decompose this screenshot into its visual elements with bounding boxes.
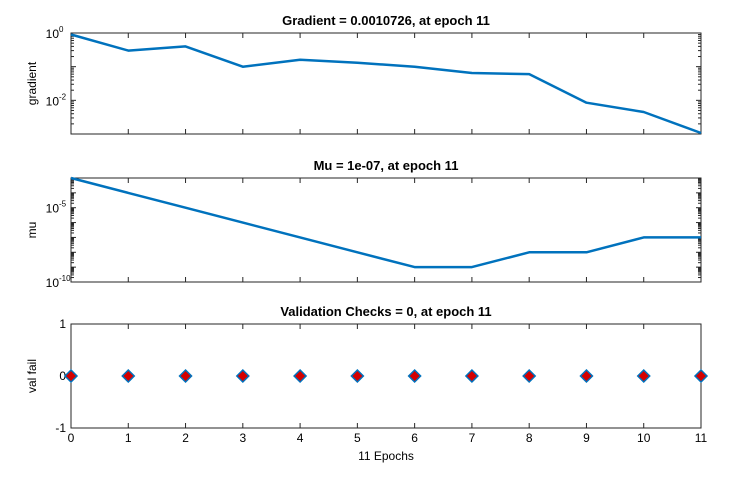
x-axis-label: 11 Epochs <box>358 449 414 463</box>
data-point-marker <box>235 368 250 384</box>
y-tick-exponent: -2 <box>59 92 67 101</box>
data-point-marker <box>178 368 193 384</box>
data-point-marker <box>636 368 651 384</box>
panel-title: Validation Checks = 0, at epoch 11 <box>280 304 491 319</box>
x-tick-label: 9 <box>583 431 590 445</box>
y-axis-label: gradient <box>25 61 39 105</box>
x-tick-label: 0 <box>68 431 75 445</box>
x-tick-label: 3 <box>239 431 246 445</box>
y-axis-label: val fail <box>25 359 39 393</box>
y-tick-label: -1 <box>55 421 66 435</box>
series-line <box>70 33 702 135</box>
series-line <box>70 176 701 269</box>
plot-area-2 <box>70 177 702 283</box>
data-point-marker <box>464 368 479 384</box>
y-tick-label: 10 <box>46 94 60 108</box>
x-tick-label: 8 <box>526 431 533 445</box>
y-tick-exponent: 0 <box>59 25 64 34</box>
x-tick-label: 1 <box>125 431 132 445</box>
plot-area-3 <box>70 323 702 429</box>
panel-title: Mu = 1e-07, at epoch 11 <box>314 158 459 173</box>
y-axis-label: mu <box>25 222 39 239</box>
y-tick-label: 10 <box>46 202 60 216</box>
x-tick-label: 4 <box>297 431 304 445</box>
data-point-marker <box>693 368 709 384</box>
plot-area-1 <box>70 32 702 135</box>
data-point-marker <box>522 368 537 384</box>
y-tick-label: 10 <box>46 27 60 41</box>
x-tick-label: 5 <box>354 431 361 445</box>
data-point-marker <box>121 368 136 384</box>
x-tick-label: 11 <box>695 431 708 445</box>
y-tick-exponent: -5 <box>59 200 67 209</box>
x-tick-label: 2 <box>182 431 189 445</box>
data-point-marker <box>63 368 79 384</box>
x-tick-label: 6 <box>411 431 418 445</box>
y-tick-exponent: -10 <box>59 274 71 283</box>
x-tick-label: 7 <box>469 431 476 445</box>
data-point-marker <box>350 368 365 384</box>
data-point-marker <box>579 368 594 384</box>
y-tick-label: 0 <box>59 369 66 383</box>
y-tick-label: 10 <box>46 276 60 290</box>
x-tick-label: 10 <box>637 431 651 445</box>
panel-title: Gradient = 0.0010726, at epoch 11 <box>282 13 490 28</box>
y-tick-label: 1 <box>59 317 66 331</box>
data-point-marker <box>293 368 308 384</box>
data-point-marker <box>407 368 422 384</box>
